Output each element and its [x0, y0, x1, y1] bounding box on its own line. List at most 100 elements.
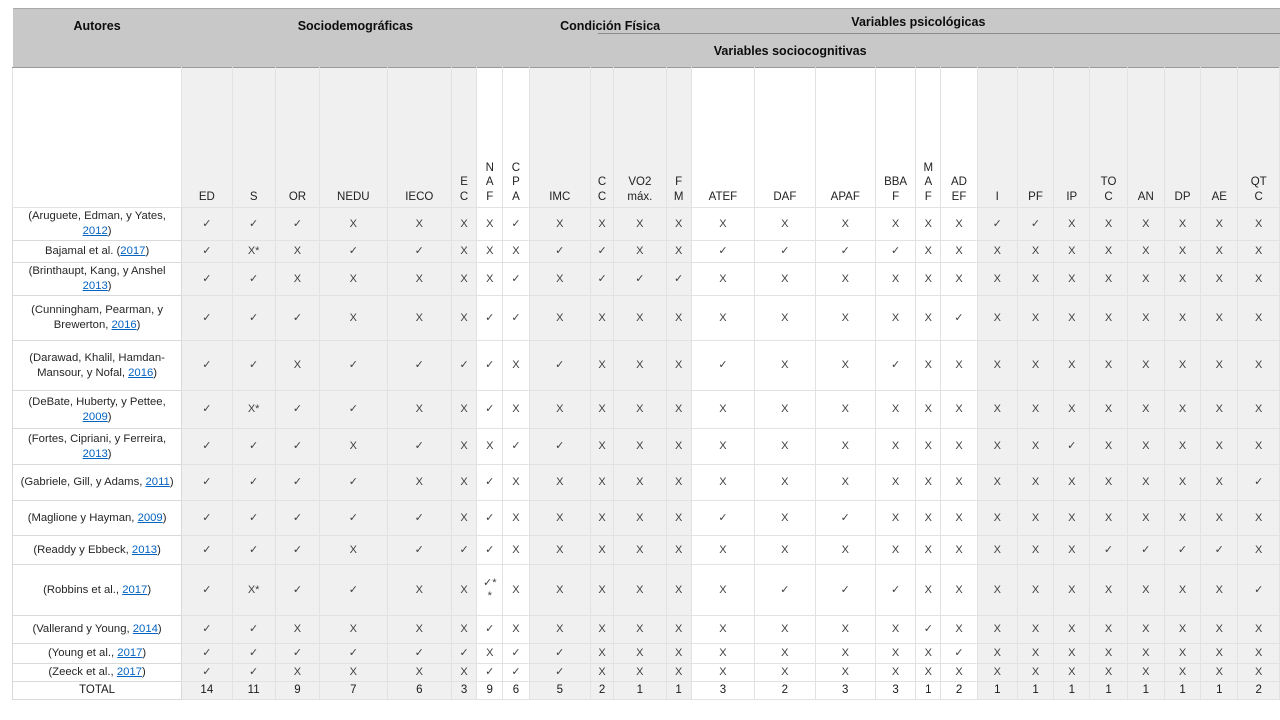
matrix-cell-nedu: X: [319, 428, 388, 465]
matrix-cell-ieco: ✓: [386, 535, 452, 565]
matrix-cell-ip: X: [1053, 340, 1091, 391]
column-header-ed: ED: [181, 67, 233, 208]
matrix-cell-ip: X: [1053, 663, 1091, 682]
matrix-cell-s: ✓: [231, 262, 276, 296]
matrix-cell-atef: X: [690, 615, 756, 644]
matrix-cell-imc: ✓: [528, 428, 592, 465]
matrix-cell-s: X*: [231, 564, 276, 616]
author-column-header: [11, 67, 183, 208]
matrix-cell-dp: X: [1163, 564, 1202, 616]
total-cell-bbaf: 3: [874, 680, 917, 700]
author-year-link[interactable]: 2017: [120, 245, 146, 258]
matrix-cell-vo2: X: [613, 340, 667, 391]
matrix-cell-an: X: [1126, 615, 1165, 644]
matrix-cell-toc: X: [1089, 428, 1128, 465]
author-year-link[interactable]: 2016: [128, 366, 154, 379]
matrix-cell-vo2: X: [613, 295, 667, 341]
matrix-cell-imc: ✓: [528, 240, 592, 263]
matrix-cell-dp: X: [1163, 262, 1202, 296]
matrix-cell-naf: X: [476, 262, 504, 296]
matrix-cell-an: X: [1126, 663, 1165, 682]
author-year-link[interactable]: 2009: [82, 410, 108, 423]
matrix-cell-adef: ✓: [940, 643, 978, 664]
matrix-cell-adef: X: [940, 564, 978, 616]
matrix-cell-ae: X: [1200, 390, 1239, 429]
matrix-cell-ec: X: [450, 615, 478, 644]
author-year-link[interactable]: 2011: [145, 476, 170, 489]
matrix-cell-ip: X: [1053, 615, 1091, 644]
matrix-cell-adef: X: [940, 663, 978, 682]
matrix-cell-pf: X: [1016, 535, 1055, 565]
matrix-cell-s: ✓: [231, 207, 276, 241]
column-header-vo2: VO2 máx.: [613, 67, 667, 208]
author-year-link[interactable]: 2017: [116, 666, 142, 678]
matrix-cell-pf: ✓: [1016, 207, 1055, 241]
matrix-cell-ae: X: [1200, 615, 1239, 644]
matrix-cell-ae: X: [1200, 564, 1239, 616]
matrix-cell-cc: X: [589, 564, 615, 616]
column-header-pf: PF: [1016, 67, 1055, 208]
matrix-cell-pf: X: [1016, 340, 1055, 391]
group-header-row-1: Autores Sociodemográficas Condición Físi…: [12, 8, 1280, 68]
matrix-cell-daf: X: [754, 643, 816, 664]
column-header-ieco: IECO: [386, 67, 452, 208]
matrix-cell-qtc: X: [1237, 500, 1280, 536]
matrix-cell-maf: X: [915, 500, 942, 536]
matrix-cell-ieco: ✓: [386, 500, 452, 536]
total-cell-cc: 2: [589, 680, 615, 700]
matrix-cell-pf: X: [1016, 390, 1055, 429]
matrix-cell-apaf: X: [814, 663, 876, 682]
matrix-cell-cpa: ✓: [502, 262, 530, 296]
matrix-cell-nedu: ✓: [319, 564, 388, 616]
matrix-cell-toc: X: [1089, 663, 1128, 682]
matrix-cell-nedu: X: [319, 535, 388, 565]
total-cell-atef: 3: [690, 680, 756, 700]
total-cell-dp: 1: [1163, 680, 1202, 700]
author-year-link[interactable]: 2016: [111, 319, 137, 331]
author-year-link[interactable]: 2012: [82, 225, 108, 237]
column-header-ae: AE: [1200, 67, 1239, 208]
matrix-cell-dp: X: [1163, 340, 1202, 391]
author-label: (Robbins et al., 2017): [11, 564, 183, 616]
author-year-link[interactable]: 2013: [82, 447, 108, 460]
author-label: (Brinthaupt, Kang, y Anshel 2013): [11, 262, 183, 296]
matrix-cell-dp: X: [1163, 295, 1202, 341]
matrix-cell-s: ✓: [231, 615, 276, 644]
matrix-cell-ip: X: [1053, 500, 1091, 536]
header-variables-sociocognitivas: Variables sociocognitivas: [691, 34, 978, 68]
matrix-cell-cc: X: [589, 464, 615, 501]
matrix-cell-toc: X: [1089, 643, 1128, 664]
matrix-cell-apaf: X: [814, 643, 876, 664]
author-year-link[interactable]: 2017: [117, 647, 143, 660]
author-year-link[interactable]: 2013: [82, 280, 108, 292]
matrix-cell-adef: X: [940, 390, 978, 429]
matrix-cell-an: X: [1126, 295, 1165, 341]
matrix-cell-qtc: X: [1237, 615, 1280, 644]
matrix-cell-ip: X: [1053, 262, 1091, 296]
total-cell-ieco: 6: [386, 680, 452, 700]
matrix-cell-adef: X: [940, 207, 978, 241]
matrix-cell-pf: X: [1016, 500, 1055, 536]
author-year-link[interactable]: 2017: [122, 583, 148, 596]
matrix-cell-bbaf: X: [874, 262, 917, 296]
study-row: (Vallerand y Young, 2014) ✓ ✓ X X X X ✓ X X X X X X X X…: [11, 615, 1280, 644]
matrix-cell-toc: X: [1089, 500, 1128, 536]
author-year-link[interactable]: 2014: [132, 623, 158, 636]
author-year-link[interactable]: 2009: [137, 511, 163, 524]
matrix-cell-ae: X: [1200, 240, 1239, 263]
matrix-cell-ec: ✓: [450, 643, 478, 664]
matrix-cell-atef: X: [690, 643, 756, 664]
matrix-cell-vo2: X: [613, 464, 667, 501]
matrix-cell-maf: X: [915, 240, 942, 263]
total-cell-nedu: 7: [319, 680, 388, 700]
matrix-cell-ieco: X: [386, 295, 452, 341]
matrix-cell-vo2: X: [613, 390, 667, 429]
matrix-cell-atef: ✓: [690, 340, 756, 391]
matrix-cell-fm: X: [665, 535, 692, 565]
matrix-cell-cpa: X: [502, 500, 530, 536]
author-year-link[interactable]: 2013: [131, 543, 158, 556]
matrix-cell-nedu: X: [319, 262, 388, 296]
matrix-cell-qtc: X: [1237, 240, 1280, 263]
matrix-cell-imc: ✓: [528, 340, 592, 391]
